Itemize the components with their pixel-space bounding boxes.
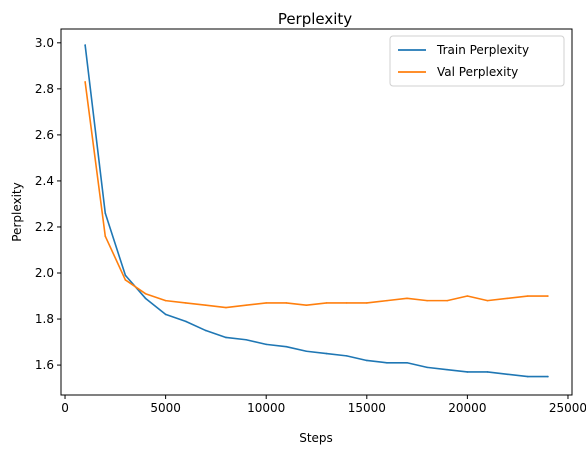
data-point-val-perplexity <box>124 279 127 281</box>
data-point-val-perplexity <box>466 295 469 297</box>
data-point-val-perplexity <box>285 302 288 304</box>
data-point-val-perplexity <box>184 302 187 304</box>
data-point-val-perplexity <box>446 299 449 302</box>
y-tick-label: 1.6 <box>35 358 54 372</box>
data-point-val-perplexity <box>547 295 549 297</box>
data-point-train-perplexity <box>245 338 247 341</box>
data-point-train-perplexity <box>426 366 428 369</box>
chart-title: Perplexity <box>278 10 352 28</box>
data-point-train-perplexity <box>104 212 107 214</box>
data-point-train-perplexity <box>366 359 368 362</box>
data-point-train-perplexity <box>225 336 227 339</box>
y-tick-label: 1.8 <box>35 312 54 326</box>
legend: Train Perplexity Val Perplexity <box>389 35 565 87</box>
y-tick-label: 2.2 <box>35 220 54 234</box>
y-tick-label: 2.4 <box>35 174 54 188</box>
x-tick-label: 25000 <box>549 401 586 415</box>
data-point-val-perplexity <box>84 81 86 83</box>
x-axis: 0 5000 10000 15000 20000 25000 <box>61 395 586 415</box>
data-point-val-perplexity <box>386 299 388 302</box>
data-point-train-perplexity <box>305 350 308 353</box>
y-tick-label: 2.0 <box>35 266 54 280</box>
plot-area <box>60 28 573 396</box>
data-point-val-perplexity <box>526 295 529 297</box>
x-tick-label: 15000 <box>348 401 386 415</box>
data-point-train-perplexity <box>205 329 207 332</box>
data-point-val-perplexity <box>265 302 268 304</box>
data-point-train-perplexity <box>124 274 127 277</box>
data-point-train-perplexity <box>486 371 489 373</box>
x-tick-label: 0 <box>61 401 69 415</box>
x-axis-label: Steps <box>299 431 333 445</box>
legend-box <box>389 35 565 87</box>
legend-label-train-perplexity: Train Perplexity <box>436 43 529 57</box>
legend-label-val-perplexity: Val Perplexity <box>437 65 518 79</box>
data-point-train-perplexity <box>345 355 348 357</box>
data-point-train-perplexity <box>84 44 86 46</box>
data-point-train-perplexity <box>184 320 187 323</box>
data-point-val-perplexity <box>406 297 408 300</box>
data-point-val-perplexity <box>426 299 428 302</box>
y-axis-label: Perplexity <box>10 182 24 242</box>
data-point-train-perplexity <box>406 361 408 364</box>
plot-frame <box>60 28 573 396</box>
x-tick-label: 5000 <box>150 401 181 415</box>
y-tick-label: 2.8 <box>35 82 54 96</box>
series-line-val-perplexity <box>84 81 549 309</box>
data-point-val-perplexity <box>245 304 247 307</box>
y-tick-label: 3.0 <box>35 36 54 50</box>
data-point-train-perplexity <box>466 371 469 373</box>
data-point-train-perplexity <box>446 368 449 371</box>
data-point-train-perplexity <box>526 375 529 378</box>
data-point-val-perplexity <box>305 304 308 307</box>
data-point-val-perplexity <box>345 302 348 304</box>
x-tick-label: 20000 <box>448 401 486 415</box>
y-tick-label: 2.6 <box>35 128 54 142</box>
data-point-train-perplexity <box>506 373 509 376</box>
y-axis: 1.6 1.8 2.0 2.2 2.4 2.6 2.8 3.0 <box>35 36 61 372</box>
data-point-train-perplexity <box>325 352 328 355</box>
data-point-train-perplexity <box>285 345 288 348</box>
series-line-train-perplexity <box>84 44 549 378</box>
data-point-val-perplexity <box>164 299 167 302</box>
data-point-val-perplexity <box>144 292 147 295</box>
data-point-val-perplexity <box>366 302 368 304</box>
x-tick-label: 10000 <box>247 401 285 415</box>
data-point-train-perplexity <box>144 297 147 300</box>
data-point-val-perplexity <box>205 304 207 307</box>
data-point-train-perplexity <box>164 313 167 316</box>
data-point-train-perplexity <box>547 375 549 378</box>
data-point-val-perplexity <box>225 306 227 309</box>
data-point-val-perplexity <box>325 302 328 304</box>
data-point-val-perplexity <box>104 235 107 237</box>
data-point-train-perplexity <box>265 343 268 346</box>
series-layer <box>84 44 549 378</box>
data-point-val-perplexity <box>506 297 509 300</box>
data-point-train-perplexity <box>386 361 388 364</box>
data-point-val-perplexity <box>486 299 489 302</box>
